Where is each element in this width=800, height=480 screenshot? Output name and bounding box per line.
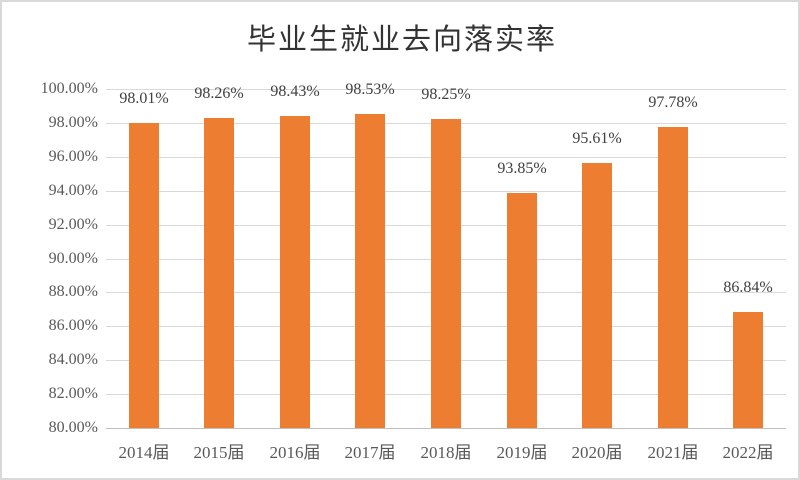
data-label: 97.78% <box>648 94 698 111</box>
y-tick-label: 80.00% <box>48 419 98 436</box>
y-tick-label: 94.00% <box>48 182 98 199</box>
x-tick-label: 2017届 <box>344 443 396 462</box>
x-tick-label: 2015届 <box>193 443 245 462</box>
x-axis-line <box>106 428 786 429</box>
data-label: 98.25% <box>421 86 471 103</box>
bar <box>658 127 688 428</box>
bar <box>431 119 461 428</box>
x-tick-label: 2021届 <box>647 443 699 462</box>
y-tick-label: 90.00% <box>48 250 98 267</box>
bar <box>280 116 310 428</box>
y-tick-label: 98.00% <box>48 114 98 131</box>
x-tick-label: 2022届 <box>722 443 774 462</box>
y-tick-label: 100.00% <box>40 80 98 97</box>
data-label: 98.01% <box>119 90 169 107</box>
data-label: 98.53% <box>345 81 395 98</box>
bar <box>507 193 537 428</box>
bar <box>582 163 612 428</box>
y-tick-label: 82.00% <box>48 385 98 402</box>
data-label: 93.85% <box>497 160 547 177</box>
chart-title: 毕业生就业去向落实率 <box>246 24 557 56</box>
x-tick-label: 2014届 <box>118 443 170 462</box>
data-label: 95.61% <box>572 130 622 147</box>
x-tick-label: 2018届 <box>420 443 472 462</box>
gridline <box>106 89 786 90</box>
y-tick-label: 96.00% <box>48 148 98 165</box>
y-tick-label: 84.00% <box>48 351 98 368</box>
y-tick-label: 88.00% <box>48 283 98 300</box>
bar <box>733 312 763 428</box>
bar <box>129 123 159 428</box>
data-label: 86.84% <box>723 279 773 296</box>
data-label: 98.43% <box>270 83 320 100</box>
x-tick-label: 2019届 <box>496 443 548 462</box>
y-tick-label: 92.00% <box>48 216 98 233</box>
bar <box>355 114 385 428</box>
y-tick-label: 86.00% <box>48 317 98 334</box>
x-tick-label: 2020届 <box>571 443 623 462</box>
x-tick-label: 2016届 <box>269 443 321 462</box>
data-label: 98.26% <box>194 85 244 102</box>
bar <box>204 118 234 428</box>
